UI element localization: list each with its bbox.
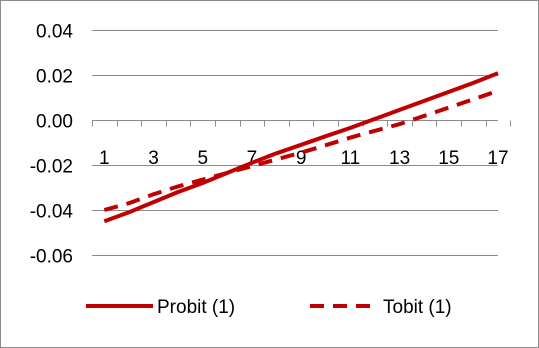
x-tick-label: 1 <box>99 148 110 169</box>
x-tick-label: 9 <box>296 148 307 169</box>
legend: Probit (1) Tobit (1) <box>86 297 452 318</box>
legend-label: Probit (1) <box>157 297 235 318</box>
x-tick-label: 17 <box>487 148 508 169</box>
x-tick-label: 3 <box>148 148 159 169</box>
x-axis <box>92 120 511 127</box>
y-tick-label: -0.04 <box>30 202 74 223</box>
y-tick-label: 0.04 <box>36 22 73 43</box>
x-axis-tick-labels: 1 3 5 7 9 11 13 15 17 <box>99 148 509 169</box>
x-tick-label: 5 <box>197 148 208 169</box>
y-tick-label: -0.02 <box>30 157 73 178</box>
x-tick-label: 11 <box>340 148 360 169</box>
y-tick-label: -0.06 <box>30 247 73 268</box>
x-tick-label: 13 <box>389 148 410 169</box>
series-lines <box>103 71 499 224</box>
legend-label: Tobit (1) <box>383 297 452 318</box>
series-line-probit <box>103 71 499 224</box>
y-axis-tick-labels: 0.04 0.02 0.00 -0.02 -0.04 -0.06 <box>30 22 74 268</box>
y-tick-label: 0.02 <box>36 67 73 88</box>
gridlines <box>92 30 498 256</box>
x-tick-label: 7 <box>247 148 258 169</box>
x-tick-label: 15 <box>438 148 459 169</box>
y-tick-label: 0.00 <box>36 112 73 133</box>
